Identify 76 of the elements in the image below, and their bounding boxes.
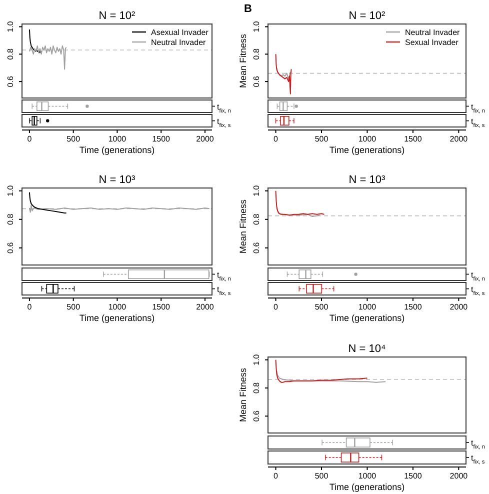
x-tick-label: 0	[274, 302, 279, 312]
x-axis-title: Time (generations)	[79, 313, 155, 323]
x-tick-label: 500	[314, 472, 329, 481]
x-axis-title: Time (generations)	[79, 145, 155, 155]
y-tick-label: 0.8	[6, 48, 15, 60]
legend-label: Neutral Invader	[405, 28, 460, 37]
x-tick-label: 1500	[404, 134, 422, 144]
y-tick-label: t$_{fix, n}$	[471, 102, 486, 114]
x-tick-label: 1000	[108, 302, 127, 312]
line-series	[275, 359, 368, 383]
y-tick-label: t$_{fix, n}$	[471, 270, 486, 282]
chart-title: N = 10³	[98, 174, 136, 186]
y-tick-label: t$_{fix, n}$	[217, 102, 232, 114]
y-axis-title: Mean Fitness	[238, 198, 248, 254]
x-tick-label: 1000	[358, 472, 377, 481]
line-series	[275, 54, 292, 94]
x-tick-label: 2000	[450, 302, 468, 312]
y-tick-label: 0.6	[252, 75, 261, 88]
x-tick-label: 2000	[450, 134, 468, 144]
y-tick-label: 1.0	[6, 184, 15, 196]
x-tick-label: 1500	[404, 472, 422, 481]
y-tick-label: t$_{fix, s}$	[217, 116, 231, 129]
chart-title: N = 10²	[348, 10, 386, 22]
x-tick-label: 2000	[196, 302, 214, 312]
y-tick-label: t$_{fix, n}$	[217, 270, 232, 282]
x-axis-title: Time (generations)	[329, 482, 405, 492]
y-axis-title: Mean Fitness	[238, 33, 248, 88]
x-tick-label: 0	[27, 134, 32, 144]
legend-label: Neutral Invader	[151, 38, 206, 47]
x-tick-label: 2000	[196, 134, 214, 144]
y-tick-label: 0.6	[6, 242, 15, 254]
y-tick-label: 1.0	[252, 354, 261, 366]
x-axis-title: Time (generations)	[329, 313, 405, 323]
legend-label: Asexual Invader	[151, 28, 209, 37]
line-series	[28, 45, 67, 70]
x-tick-label: 500	[66, 302, 81, 312]
x-tick-label: 1500	[404, 302, 422, 312]
line-series	[28, 192, 67, 214]
x-tick-label: 2000	[450, 472, 468, 481]
x-tick-label: 500	[66, 134, 81, 144]
y-tick-label: 1.0	[252, 20, 261, 32]
line-series	[28, 28, 42, 54]
y-tick-label: 0.6	[252, 242, 261, 254]
y-tick-label: 0.8	[6, 213, 15, 225]
x-tick-label: 0	[27, 302, 32, 312]
y-tick-label: t$_{fix, s}$	[471, 284, 485, 297]
line-series	[28, 204, 210, 213]
x-tick-label: 500	[314, 134, 329, 144]
x-axis-title: Time (generations)	[329, 145, 405, 155]
x-tick-label: 1000	[358, 302, 377, 312]
legend-label: Sexual Invader	[405, 38, 459, 47]
line-series	[276, 207, 320, 218]
y-tick-label: 0.8	[252, 382, 261, 394]
y-tick-label: 1.0	[252, 184, 261, 196]
y-tick-label: 1.0	[6, 20, 15, 32]
x-tick-label: 1500	[152, 134, 171, 144]
y-tick-label: 0.8	[252, 213, 261, 225]
line-series	[275, 190, 325, 216]
x-tick-label: 1500	[152, 302, 171, 312]
chart-title: N = 10²	[98, 10, 136, 22]
x-tick-label: 500	[314, 302, 329, 312]
x-tick-label: 1000	[108, 134, 127, 144]
y-tick-label: t$_{fix, s}$	[471, 116, 485, 129]
y-tick-label: t$_{fix, s}$	[471, 454, 485, 466]
y-tick-label: 0.6	[6, 75, 15, 88]
x-tick-label: 0	[274, 472, 279, 481]
y-tick-label: t$_{fix, s}$	[217, 284, 231, 297]
x-tick-label: 1000	[358, 134, 377, 144]
y-axis-title: Mean Fitness	[238, 367, 248, 422]
text: B	[244, 3, 252, 15]
chart-title: N = 10³	[348, 174, 386, 186]
x-tick-label: 0	[274, 134, 279, 144]
y-tick-label: t$_{fix, n}$	[471, 438, 486, 450]
y-tick-label: 0.8	[252, 48, 261, 60]
y-tick-label: 0.6	[252, 410, 261, 422]
chart-title: N = 10⁴	[348, 343, 386, 355]
